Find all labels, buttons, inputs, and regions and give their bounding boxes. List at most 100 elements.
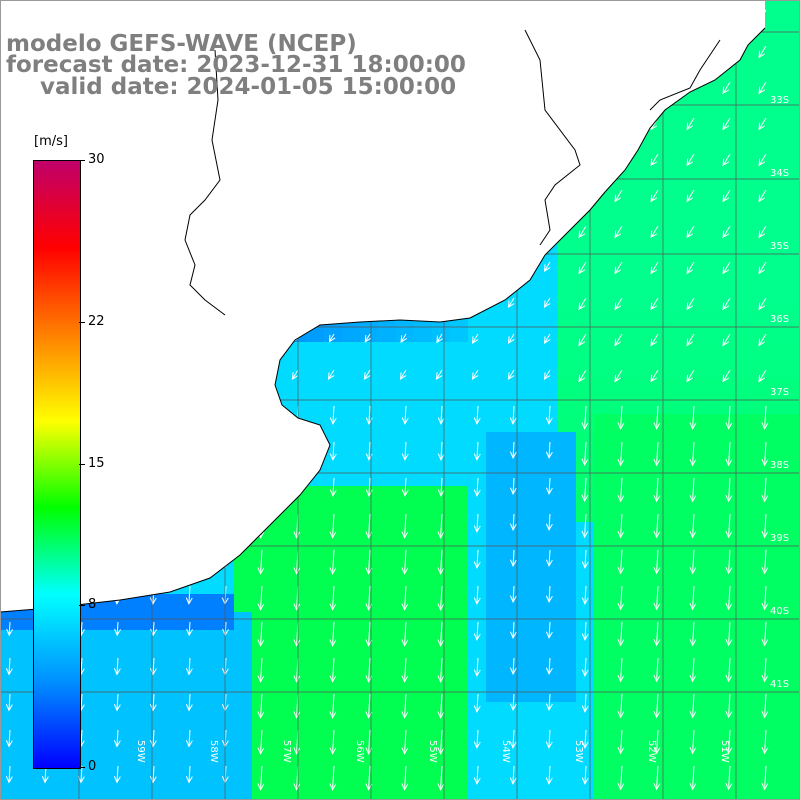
field-cell xyxy=(792,396,800,414)
field-cell xyxy=(306,630,324,648)
field-cell xyxy=(702,684,720,702)
field-cell xyxy=(774,702,792,720)
field-cell xyxy=(414,648,432,666)
field-cell xyxy=(630,630,648,648)
field-cell xyxy=(666,126,684,144)
field-cell xyxy=(324,648,342,666)
field-cell xyxy=(270,792,288,800)
field-cell xyxy=(378,702,396,720)
field-cell xyxy=(450,792,468,800)
field-cell xyxy=(306,360,324,378)
field-cell xyxy=(540,468,558,486)
field-cell xyxy=(702,90,720,108)
field-cell xyxy=(738,756,756,774)
field-cell xyxy=(738,720,756,738)
field-cell xyxy=(792,738,800,756)
field-cell xyxy=(450,432,468,450)
wind-arrow xyxy=(401,765,409,791)
field-cell xyxy=(414,450,432,468)
field-cell xyxy=(468,504,486,522)
field-cell xyxy=(738,288,756,306)
field-cell xyxy=(720,378,738,396)
field-cell xyxy=(504,792,522,800)
field-cell xyxy=(702,756,720,774)
wind-arrow xyxy=(686,261,695,275)
field-cell xyxy=(90,720,108,738)
latitude-label: 35S xyxy=(770,241,789,252)
field-cell xyxy=(522,378,540,396)
field-cell xyxy=(414,324,432,342)
wind-arrow xyxy=(5,729,13,748)
wind-arrow xyxy=(686,225,695,239)
field-cell xyxy=(630,522,648,540)
wind-arrow xyxy=(401,549,409,575)
wind-arrow xyxy=(758,225,767,239)
field-cell xyxy=(540,702,558,720)
field-cell xyxy=(666,144,684,162)
field-cell xyxy=(450,720,468,738)
field-cell xyxy=(720,342,738,360)
field-cell xyxy=(774,594,792,612)
latitude-label: 37S xyxy=(770,387,789,398)
field-cell xyxy=(774,486,792,504)
field-cell xyxy=(162,720,180,738)
field-cell xyxy=(720,180,738,198)
field-cell xyxy=(702,108,720,126)
field-cell xyxy=(738,54,756,72)
field-cell xyxy=(504,684,522,702)
field-cell xyxy=(180,792,198,800)
field-cell xyxy=(612,180,630,198)
field-cell xyxy=(684,126,702,144)
wind-arrow xyxy=(725,477,733,503)
field-cell xyxy=(756,684,774,702)
field-cell xyxy=(756,720,774,738)
wind-arrow xyxy=(650,225,659,239)
field-cell xyxy=(540,684,558,702)
field-cell xyxy=(594,324,612,342)
field-cell xyxy=(666,612,684,630)
field-cell xyxy=(342,324,360,342)
wind-arrow xyxy=(185,693,193,712)
wind-arrow xyxy=(686,369,695,383)
field-cell xyxy=(198,666,216,684)
field-cell xyxy=(324,540,342,558)
field-cell xyxy=(162,756,180,774)
field-cell xyxy=(630,792,648,800)
field-cell xyxy=(522,684,540,702)
field-cell xyxy=(288,396,306,414)
field-cell xyxy=(180,720,198,738)
field-cell xyxy=(684,252,702,270)
field-cell xyxy=(306,720,324,738)
field-cell xyxy=(108,630,126,648)
wind-arrow xyxy=(761,549,769,575)
field-cell xyxy=(648,216,666,234)
field-cell xyxy=(756,162,774,180)
field-cell xyxy=(702,396,720,414)
field-cell xyxy=(684,198,702,216)
field-cell xyxy=(756,126,774,144)
wind-arrow xyxy=(185,765,193,784)
field-cell xyxy=(486,756,504,774)
wind-arrow xyxy=(761,621,769,647)
wind-arrow xyxy=(113,657,121,676)
field-cell xyxy=(504,360,522,378)
field-cell xyxy=(720,720,738,738)
wind-arrow xyxy=(725,585,733,611)
field-cell xyxy=(792,18,800,36)
wind-arrow xyxy=(722,81,731,95)
field-cell xyxy=(738,792,756,800)
field-cell xyxy=(630,702,648,720)
field-cell xyxy=(288,360,306,378)
field-cell xyxy=(720,108,738,126)
wind-arrow xyxy=(329,513,337,539)
field-cell xyxy=(450,378,468,396)
field-cell xyxy=(270,594,288,612)
field-cell xyxy=(306,504,324,522)
field-cell xyxy=(432,432,450,450)
field-cell xyxy=(720,252,738,270)
field-cell xyxy=(594,306,612,324)
field-cell xyxy=(630,486,648,504)
field-cell xyxy=(414,576,432,594)
wind-arrow xyxy=(545,405,553,425)
field-cell xyxy=(468,540,486,558)
